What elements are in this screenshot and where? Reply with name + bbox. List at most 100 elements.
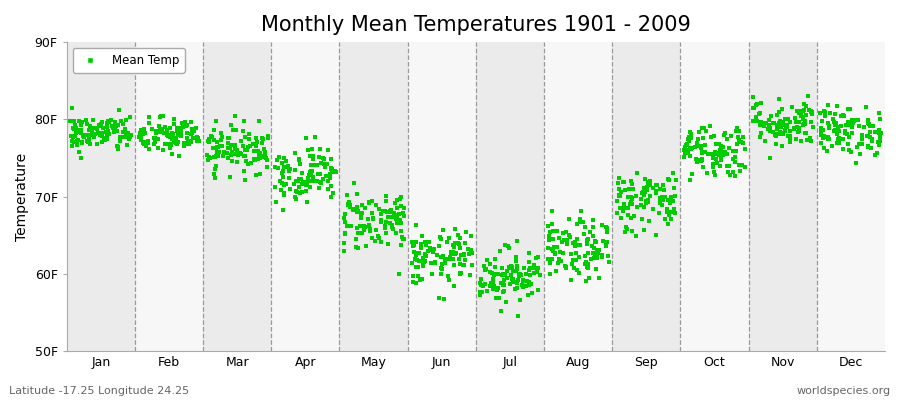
Point xyxy=(646,184,661,191)
Point xyxy=(749,102,763,108)
Point xyxy=(349,236,364,242)
Point xyxy=(689,158,704,165)
Point xyxy=(323,171,338,177)
Point xyxy=(317,160,331,167)
Point xyxy=(653,196,668,202)
Point xyxy=(727,154,742,160)
Point xyxy=(506,276,520,282)
Point xyxy=(842,122,856,128)
Point xyxy=(381,214,395,220)
Bar xyxy=(817,42,885,351)
Point xyxy=(580,236,594,243)
Point xyxy=(677,147,691,154)
Point xyxy=(435,266,449,272)
Point xyxy=(416,259,430,265)
Point xyxy=(385,222,400,229)
Point xyxy=(668,210,682,217)
Point xyxy=(111,146,125,152)
Point xyxy=(621,205,635,211)
Point xyxy=(495,272,509,278)
Point xyxy=(750,118,764,124)
Point xyxy=(490,287,504,294)
Point xyxy=(679,142,693,148)
Point xyxy=(641,199,655,205)
Point xyxy=(706,164,721,171)
Point xyxy=(830,140,844,146)
Point xyxy=(237,153,251,160)
Point xyxy=(301,199,315,206)
Point xyxy=(612,193,626,199)
Point xyxy=(582,275,597,281)
Point xyxy=(422,239,436,246)
Point xyxy=(569,256,583,263)
Point xyxy=(252,153,266,159)
Point xyxy=(572,216,587,222)
Point xyxy=(706,169,721,175)
Point xyxy=(757,120,771,126)
Point xyxy=(207,171,221,178)
Point xyxy=(301,174,315,181)
Point xyxy=(357,224,372,230)
Point xyxy=(520,277,535,284)
Point xyxy=(865,138,879,144)
Point xyxy=(785,104,799,111)
Point xyxy=(169,141,184,147)
Point xyxy=(346,206,361,212)
Point xyxy=(588,238,602,244)
Point xyxy=(356,227,371,233)
Point xyxy=(543,260,557,266)
Point xyxy=(73,128,87,134)
Point xyxy=(292,160,307,167)
Point xyxy=(392,196,407,202)
Point xyxy=(424,260,438,266)
Point xyxy=(248,171,263,178)
Point xyxy=(596,238,610,244)
Point xyxy=(409,239,423,245)
Point xyxy=(349,244,364,250)
Point xyxy=(772,109,787,116)
Point xyxy=(622,186,636,192)
Point xyxy=(487,271,501,278)
Point xyxy=(237,118,251,124)
Point xyxy=(452,256,466,262)
Point xyxy=(248,157,262,164)
Point xyxy=(410,250,424,256)
Point xyxy=(610,198,625,204)
Point xyxy=(240,144,255,150)
Point xyxy=(447,244,462,250)
Point xyxy=(274,180,289,186)
Point xyxy=(201,138,215,144)
Point xyxy=(760,126,775,132)
Point xyxy=(798,130,813,136)
Point xyxy=(298,182,312,188)
Point xyxy=(257,146,272,152)
Point xyxy=(157,146,171,153)
Point xyxy=(430,252,445,258)
Point xyxy=(732,162,746,169)
Point xyxy=(444,248,458,255)
Point xyxy=(767,120,781,126)
Point xyxy=(122,134,136,140)
Point xyxy=(625,228,639,234)
Point xyxy=(436,253,451,260)
Point xyxy=(222,174,237,180)
Point xyxy=(516,284,530,290)
Point xyxy=(617,201,632,208)
Point xyxy=(165,133,179,140)
Point xyxy=(141,120,156,126)
Point xyxy=(302,172,317,178)
Point xyxy=(491,285,505,291)
Point xyxy=(372,235,386,241)
Point xyxy=(590,251,604,258)
Point xyxy=(228,113,242,120)
Point xyxy=(827,128,842,134)
Point xyxy=(864,145,878,151)
Point xyxy=(64,132,78,139)
Point xyxy=(347,180,362,186)
Point xyxy=(350,225,365,231)
Point xyxy=(860,118,875,125)
Point xyxy=(269,157,284,164)
Point xyxy=(68,125,83,132)
Point xyxy=(861,143,876,149)
Point xyxy=(350,244,365,251)
